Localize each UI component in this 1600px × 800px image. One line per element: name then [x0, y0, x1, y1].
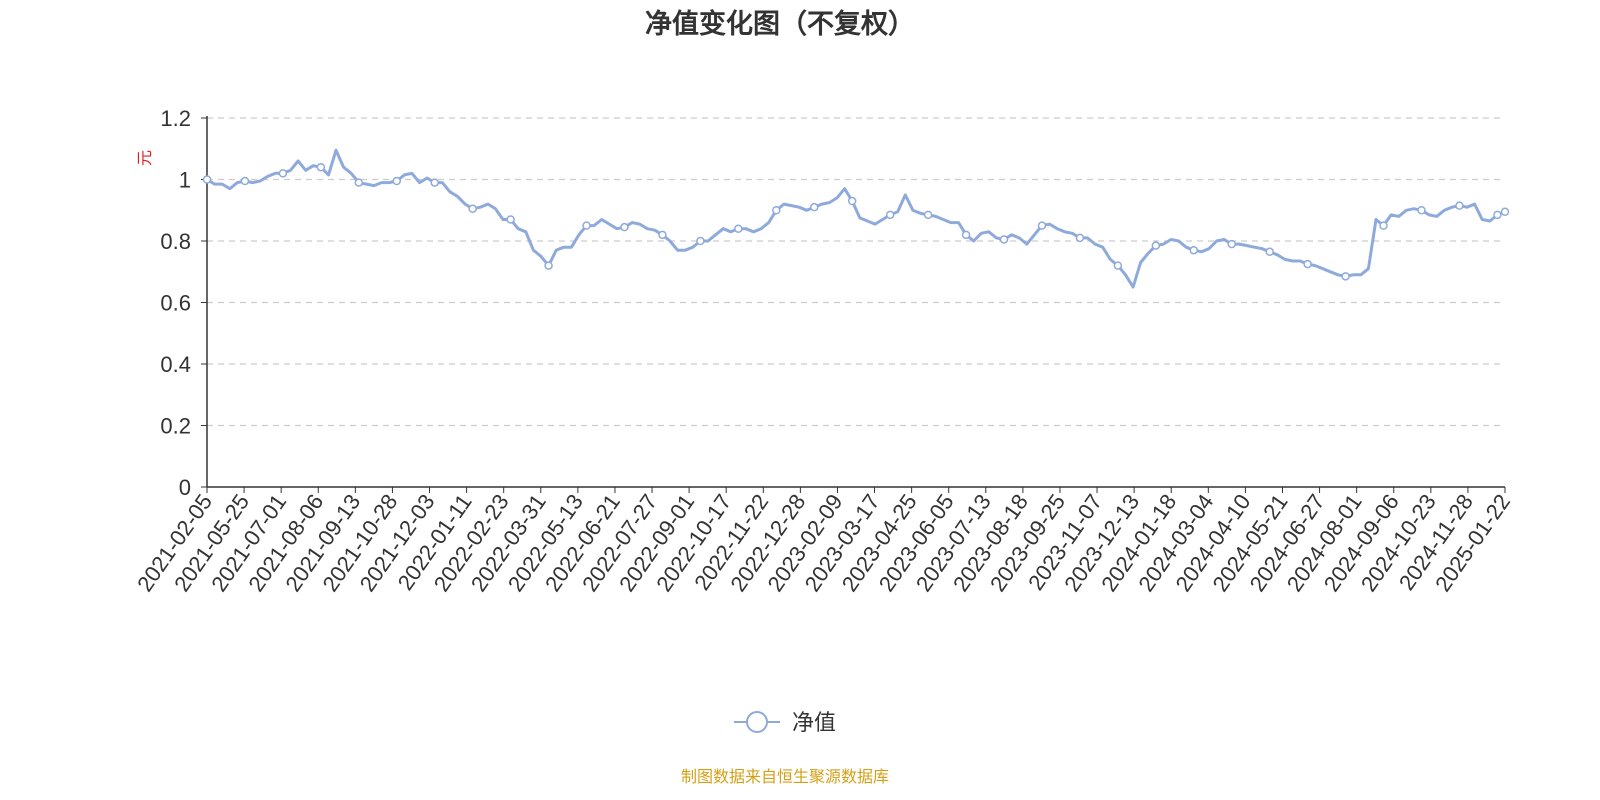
data-point — [1455, 201, 1464, 210]
x-axis-ticks: 2021-02-052021-05-252021-07-012021-08-06… — [132, 487, 1515, 596]
data-point — [847, 196, 857, 206]
data-point — [240, 176, 250, 186]
data-point — [392, 176, 402, 186]
data-point — [1341, 272, 1350, 281]
y-tick-label: 0 — [179, 475, 191, 500]
data-source-note: 制图数据来自恒生聚源数据库 — [681, 767, 889, 786]
data-point — [923, 210, 933, 220]
data-point — [506, 215, 515, 224]
data-point — [1500, 207, 1510, 217]
data-point — [999, 235, 1009, 244]
y-tick-label: 0.6 — [160, 291, 191, 316]
data-point — [316, 162, 326, 172]
data-point — [468, 204, 477, 213]
data-point — [620, 222, 629, 232]
series-line — [206, 148, 1506, 289]
data-point — [810, 202, 819, 212]
data-point — [734, 224, 743, 233]
data-point — [1075, 233, 1085, 243]
data-point — [1037, 221, 1047, 230]
y-tick-label: 0.4 — [160, 352, 191, 377]
data-point — [1303, 259, 1312, 269]
gridlines — [207, 117, 1505, 427]
data-point — [1417, 206, 1426, 215]
data-point — [1151, 241, 1161, 250]
data-point — [696, 236, 705, 246]
data-point — [354, 178, 364, 187]
data-point — [1227, 239, 1236, 249]
series-group — [202, 148, 1510, 289]
data-point — [1265, 247, 1274, 257]
data-point — [885, 210, 895, 220]
y-tick-label: 1 — [179, 168, 191, 193]
data-point — [582, 221, 591, 230]
data-point — [772, 206, 781, 215]
y-tick-label: 0.2 — [160, 414, 191, 439]
data-point — [202, 175, 212, 184]
data-point — [658, 230, 667, 240]
data-point — [1493, 210, 1502, 220]
legend[interactable]: 净值 — [734, 711, 836, 736]
legend-label: 净值 — [792, 711, 836, 736]
chart-title: 净值变化图（不复权） — [645, 8, 915, 40]
y-tick-label: 1.2 — [160, 106, 191, 131]
data-point — [430, 178, 439, 187]
data-point — [278, 169, 288, 178]
legend-marker-icon — [746, 711, 768, 733]
data-point — [1189, 245, 1199, 255]
data-point — [544, 261, 553, 270]
y-tick-label: 0.8 — [160, 229, 191, 254]
data-point — [1379, 221, 1388, 230]
y-axis-ticks: 0 0.2 0.4 0.6 0.8 1 1.2 — [160, 106, 207, 500]
data-point — [1113, 261, 1123, 270]
axes — [206, 116, 1505, 488]
data-point — [961, 230, 971, 240]
y-axis-label: 元 — [135, 150, 154, 166]
